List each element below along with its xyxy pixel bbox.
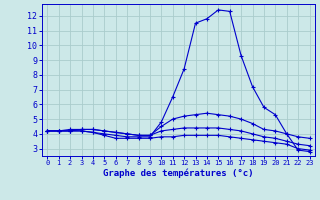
X-axis label: Graphe des températures (°c): Graphe des températures (°c) — [103, 169, 254, 178]
